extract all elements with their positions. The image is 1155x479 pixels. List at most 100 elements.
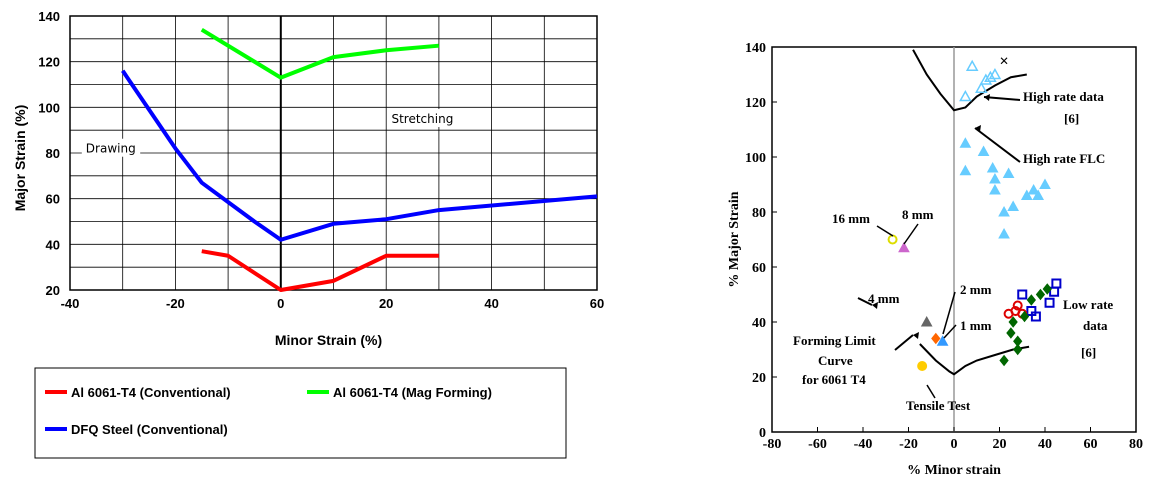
right-point-s4-3 [1013,343,1023,356]
right-point-s1-5 [989,183,1001,195]
left-xtick-label: 60 [590,296,604,311]
right-point-s1-10 [1020,189,1033,200]
right-point-s4-5 [1026,294,1036,306]
right-point-s5-0 [887,234,898,245]
left-plot-frame [69,15,598,291]
right-point-s3-2 [1012,300,1023,311]
right-ytick-label: 60 [752,261,766,276]
right-xtick-label: -80 [763,437,782,452]
right-annotation-14: Tensile Test [906,398,971,413]
right-xtick-label: -40 [854,437,873,452]
right-ytick-label: 40 [752,316,766,331]
right-point-s0-2 [975,81,988,93]
right-annotation-2: High rate FLC [1023,151,1105,166]
left-chart: Drawing Stretching -40 -20 0 20 40 60 20 40 60 80 10… [12,9,604,459]
right-point-s1-3 [986,161,999,173]
left-ytick-label: 20 [46,283,60,298]
right-point-s2-2 [1030,311,1041,322]
right-xtick-label: 40 [1038,437,1052,452]
right-leader-tensile [926,384,936,399]
right-annotation-3: 16 mm [832,211,870,226]
right-point-s0-5 [988,67,1002,80]
right-point-s1-12 [1032,189,1045,200]
right-point-s0-3 [979,73,993,85]
right-yaxis-label: % Major Strain [727,191,742,287]
left-xaxis-label: Minor Strain (%) [275,332,382,348]
right-ytick-label: 140 [745,41,766,56]
right-ytick-label: 0 [759,426,766,441]
left-legend: Al 6061-T4 (Conventional) Al 6061-T4 (Mag… [34,367,567,459]
right-annotation-6: 2 mm [960,282,992,297]
left-series-line-2 [121,69,598,242]
right-point-s4-7 [1042,283,1052,295]
right-point-s0-4 [984,70,997,82]
left-series-line-1 [200,27,440,80]
right-ytick-label: 80 [752,206,766,221]
left-ytick-label: 80 [46,146,60,161]
left-ytick-label: 140 [38,9,60,24]
right-curve-0 [912,49,1027,112]
right-leader-1mm [943,324,957,339]
right-annotation-4: 8 mm [902,207,934,222]
right-point-s2-3 [1044,297,1055,308]
left-ytick-label: 120 [38,55,60,70]
left-ytick-label: 40 [46,237,60,252]
right-point-s4-6 [1035,288,1046,301]
left-ytick-label: 60 [46,192,60,207]
right-arrowhead-2 [913,332,919,339]
right-point-s1-7 [998,205,1010,217]
right-leader-2mm [942,291,956,335]
right-point-s4-0 [1006,327,1016,339]
right-arrow-0 [983,96,1021,101]
right-annotation-13: for 6061 T4 [802,372,866,387]
left-annotation-stretching: Stretching [391,112,453,126]
right-annotation-1: [6] [1064,111,1079,126]
legend-label-0: Al 6061-T4 (Conventional) [71,385,231,400]
right-xtick-label: 60 [1084,437,1098,452]
right-point-s1-1 [959,164,972,176]
legend-label-2: DFQ Steel (Conventional) [71,422,228,437]
right-annotation-12: Curve [818,353,853,368]
right-point-s1-8 [1002,167,1015,178]
right-xaxis-label: % Minor strain [907,463,1001,478]
left-annotation-bg [387,109,468,128]
right-arrow-3 [857,297,873,306]
right-chart: -80 -60 -40 -20 0 20 40 60 80 0 20 40 60 80 100 120 140%… [727,41,1143,478]
right-arrow-2 [894,334,914,351]
legend-label-1: Al 6061-T4 (Mag Forming) [333,385,492,400]
right-ytick-label: 120 [745,96,766,111]
right-point-s1-6 [998,227,1010,239]
right-point-s9-0 [936,335,949,346]
right-arrow-1 [974,127,1021,163]
right-annotation-8: Low rate [1063,297,1113,312]
right-arrowhead-3 [872,302,878,309]
right-point-s8-0 [931,332,941,345]
right-point-s4-8 [999,354,1009,367]
left-annotation-drawing: Drawing [86,142,136,156]
right-point-s0-1 [965,59,979,71]
right-point-s4-1 [1008,316,1018,328]
right-annotation-5: 4 mm [868,291,900,306]
right-ytick-label: 20 [752,371,766,386]
right-point-s1-0 [959,137,972,148]
right-annotation-9: data [1083,318,1108,333]
right-annotation-11: Forming Limit [793,333,876,348]
left-annotation-bg [81,138,141,157]
left-xtick-label: 40 [484,296,498,311]
right-curve-1 [919,343,1030,376]
left-xtick-label: -40 [61,296,80,311]
right-point-s1-2 [977,145,990,156]
right-leader-8mm [903,223,919,245]
right-point-s10-0 [917,361,928,371]
right-xtick-label: -20 [899,437,918,452]
left-series-line-0 [201,249,439,292]
left-yaxis-label: Major Strain (%) [12,105,28,212]
right-point-s1-4 [989,172,1001,184]
right-point-s2-0 [1017,289,1028,300]
right-xtick-label: 20 [993,437,1007,452]
right-point-s6-0 [898,241,910,253]
right-x-marker [1000,57,1008,65]
left-xtick-label: 0 [277,296,284,311]
right-point-s7-0 [920,315,933,327]
right-xtick-label: 80 [1129,437,1143,452]
